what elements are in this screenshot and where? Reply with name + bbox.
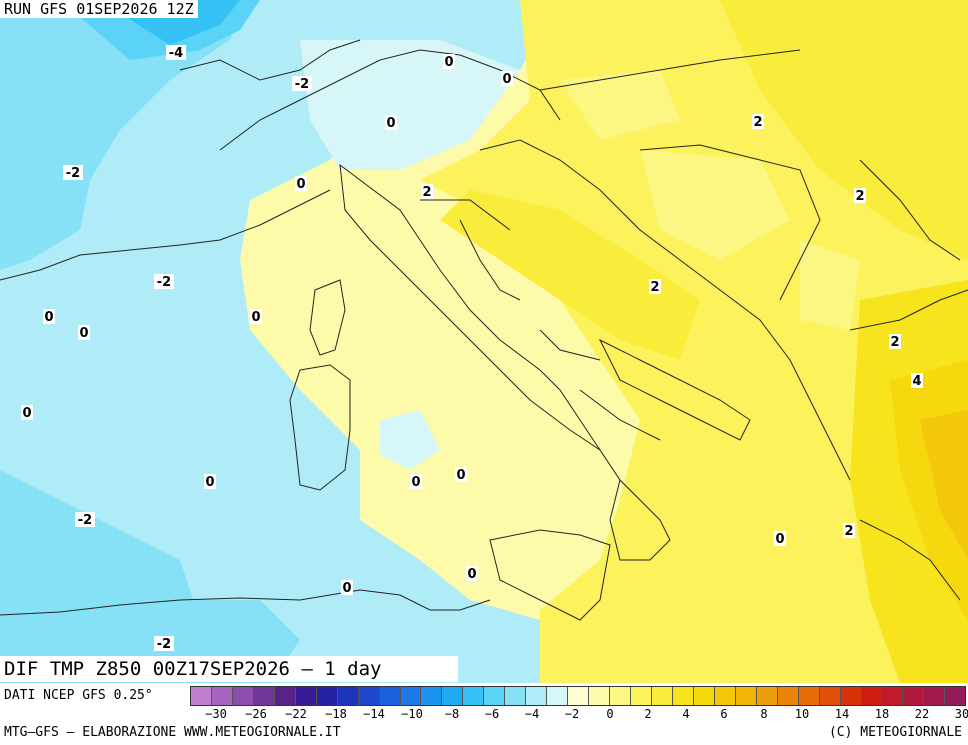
color-swatch [421, 687, 443, 705]
contour-label: 0 [775, 532, 784, 547]
color-scale-bar [190, 686, 966, 706]
color-swatch [442, 687, 464, 705]
color-swatch [945, 687, 966, 705]
contour-label: 2 [422, 185, 431, 200]
color-swatch [211, 687, 233, 705]
color-swatch [232, 687, 254, 705]
contour-label: 2 [753, 115, 762, 130]
color-scale-tick: 6 [720, 707, 728, 721]
color-swatch [693, 687, 715, 705]
contour-label: 0 [44, 310, 53, 325]
contour-label: 0 [22, 406, 31, 421]
data-source-label: DATI NCEP GFS 0.25° [4, 688, 153, 703]
contour-label: -2 [157, 637, 171, 652]
color-scale-tick: 4 [682, 707, 690, 721]
contour-label: 0 [251, 310, 260, 325]
color-swatch [882, 687, 904, 705]
contour-label: 0 [456, 468, 465, 483]
color-scale-tick: 2 [644, 707, 652, 721]
contour-label: 0 [411, 475, 420, 490]
color-scale-tick: −26 [245, 707, 267, 721]
color-swatch [484, 687, 506, 705]
contour-label: 2 [844, 524, 853, 539]
color-scale-tick: 30 [954, 707, 968, 721]
color-scale-tick: −2 [564, 707, 580, 721]
color-swatch [547, 687, 569, 705]
color-swatch [295, 687, 317, 705]
color-scale-tick: 18 [874, 707, 890, 721]
color-swatch [756, 687, 778, 705]
contour-label: -2 [66, 166, 80, 181]
color-scale-tick: −6 [484, 707, 500, 721]
color-swatch [798, 687, 820, 705]
contour-label: -2 [295, 77, 309, 92]
color-swatch [358, 687, 380, 705]
color-swatch [672, 687, 694, 705]
color-swatch [505, 687, 527, 705]
color-swatch [924, 687, 946, 705]
color-swatch [861, 687, 883, 705]
temperature-anomaly-map [0, 0, 968, 683]
contour-label: 0 [502, 72, 511, 87]
color-scale-tick: −22 [285, 707, 307, 721]
color-swatch [274, 687, 296, 705]
contour-label: 0 [386, 116, 395, 131]
field-title: DIF TMP Z850 00Z17SEP2026 – 1 day [0, 656, 458, 682]
color-swatch [463, 687, 485, 705]
contour-label: 0 [467, 567, 476, 582]
color-scale-tick: 14 [834, 707, 850, 721]
contour-label: -4 [169, 46, 183, 61]
footer-copyright: (C) METEOGIORNALE [828, 725, 962, 740]
color-swatch [819, 687, 841, 705]
contour-label: 4 [912, 374, 921, 389]
color-swatch [651, 687, 673, 705]
contour-label: 0 [205, 475, 214, 490]
contour-label: 2 [650, 280, 659, 295]
color-scale-tick: −14 [363, 707, 385, 721]
color-scale-tick: 22 [914, 707, 930, 721]
color-scale-tick: 8 [760, 707, 768, 721]
color-swatch [191, 687, 212, 705]
contour-label: 0 [296, 177, 305, 192]
color-swatch [589, 687, 611, 705]
color-swatch [568, 687, 590, 705]
color-swatch [777, 687, 799, 705]
contour-label: -2 [157, 275, 171, 290]
color-swatch [610, 687, 632, 705]
color-swatch [316, 687, 338, 705]
contour-label: 0 [79, 326, 88, 341]
color-scale-tick: 10 [794, 707, 810, 721]
run-title: RUN GFS 01SEP2026 12Z [0, 0, 198, 18]
color-swatch [631, 687, 652, 705]
footer-credit: MTG–GFS – ELABORAZIONE WWW.METEOGIORNALE… [4, 725, 341, 740]
color-swatch [379, 687, 401, 705]
color-scale-ticks: −30 −26 −22 −18 −14 −10 −8 −6 −4 −2 0 2 4 6 8 10 14 18 22 3… [190, 707, 968, 723]
contour-labels: -4 -2 -2 -2 -2 -2 0 0 0 0 0 0 0 0 0 0 0 0 0 0 2 2 2 2 2 2 4 [21, 45, 923, 652]
contour-label: -2 [78, 513, 92, 528]
color-swatch [903, 687, 925, 705]
contour-label: 0 [444, 55, 453, 70]
color-scale-tick: 0 [606, 707, 614, 721]
contour-label: 2 [890, 335, 899, 350]
color-scale-tick: −4 [524, 707, 540, 721]
contour-label: 2 [855, 189, 864, 204]
color-scale-tick: −30 [205, 707, 227, 721]
color-scale-tick: −8 [444, 707, 460, 721]
color-swatch [337, 687, 359, 705]
color-scale-tick: −10 [401, 707, 423, 721]
color-swatch [253, 687, 275, 705]
color-swatch [714, 687, 736, 705]
contour-label: 0 [342, 581, 351, 596]
color-swatch [840, 687, 862, 705]
color-swatch [526, 687, 548, 705]
color-scale-tick: −18 [325, 707, 347, 721]
color-swatch [735, 687, 757, 705]
color-swatch [400, 687, 422, 705]
